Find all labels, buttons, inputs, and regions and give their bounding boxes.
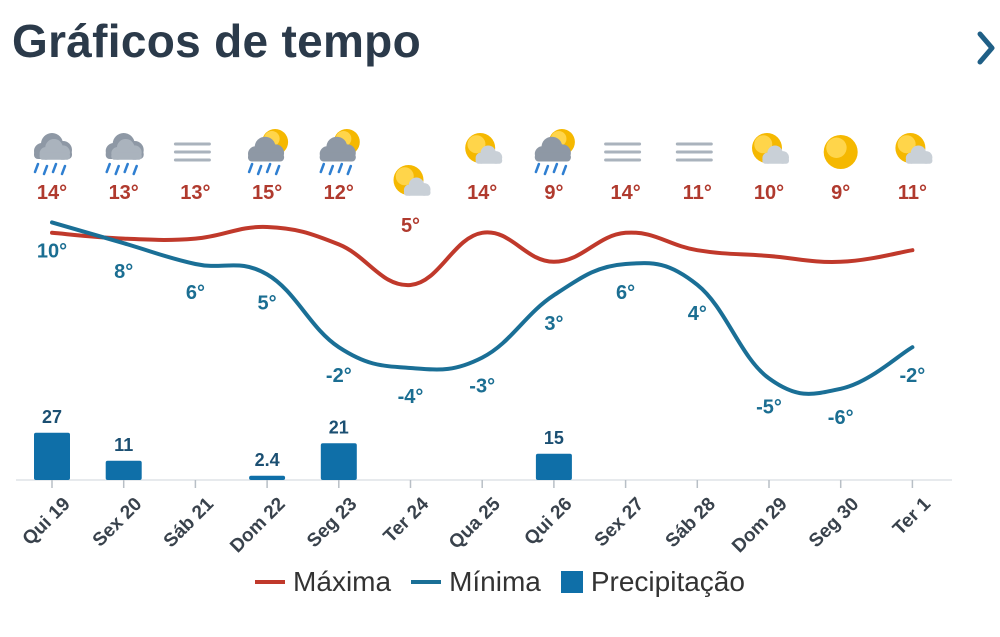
max-temp-label: 14° [37,182,67,204]
precip-label: 21 [329,417,349,437]
x-tick-label: Ter 24 [380,493,434,547]
min-temp-label: 3° [544,313,563,335]
precip-label: 15 [544,428,564,448]
precip-bar[interactable] [535,453,572,480]
x-tick-label: Seg 30 [805,494,863,552]
next-button[interactable] [972,26,1000,70]
weather-chart: 14° 13° 13° 15° 12° 5° 14° 9° 14° 11° 10° 9° 11° 10° 8… [16,129,952,557]
max-temp-label: 13° [180,182,210,204]
partly-cloudy-icon [895,133,933,164]
max-temp-label: 14° [467,182,497,204]
rain-cloud-icon [33,133,72,176]
max-temp-label: 9° [544,182,563,204]
min-temp-label: 8° [114,261,133,283]
min-temp-label: -5° [756,396,782,418]
min-temp-label: 6° [186,282,205,304]
max-temp-label: 12° [324,182,354,204]
sun-rain-cloud-icon [534,129,575,176]
max-temp-label: 11° [898,182,927,204]
x-tick-label: Dom 29 [728,494,791,557]
precip-label: 11 [114,435,133,455]
min-temp-label: 5° [258,292,277,314]
max-temp-label: 13° [109,182,139,204]
min-temp-label: 4° [688,303,707,325]
x-tick-label: Sex 27 [591,494,648,551]
min-temp-label: -2° [326,365,352,387]
legend-precip-swatch [560,571,583,593]
series-line-min [50,220,915,396]
fog-icon [173,142,211,162]
legend-precip-label: Precipitação [590,566,745,597]
precip-bar[interactable] [249,475,286,480]
min-temp-label: -4° [398,386,424,408]
legend-min-swatch [411,580,442,584]
precip-label: 27 [42,407,62,427]
series-line-max [50,224,915,288]
max-temp-label: 14° [610,182,640,204]
x-tick-label: Sáb 21 [160,493,218,551]
legend-item-max[interactable]: Máxima [255,566,391,598]
min-temp-label: 10° [37,240,67,262]
min-temp-label: -3° [469,376,495,398]
partly-cloudy-icon [752,133,789,164]
min-temp-label: -2° [900,365,926,387]
sun-rain-cloud-icon [319,129,360,176]
x-tick-label: Sex 20 [89,494,146,551]
chart-legend: Máxima Mínima Precipitação [0,566,1000,598]
chevron-right-icon [977,31,995,65]
x-tick-label: Ter 1 [889,493,935,539]
min-temp-label: 6° [616,282,635,304]
legend-item-precip[interactable]: Precipitação [560,566,745,598]
fog-icon [604,142,642,162]
legend-min-label: Mínima [449,566,541,597]
max-temp-label: 5° [401,215,420,237]
sun-icon [823,135,858,169]
x-tick-label: Sáb 28 [662,494,720,552]
legend-item-min[interactable]: Mínima [411,566,541,598]
partly-cloudy-icon [393,165,431,196]
legend-max-swatch [255,580,286,584]
max-temp-label: 9° [831,182,850,204]
precip-bar[interactable] [34,432,70,480]
page-title: Gráficos de tempo [12,15,421,67]
precip-label: 2.4 [255,450,280,470]
sun-rain-cloud-icon [247,129,289,176]
max-temp-label: 15° [252,182,282,204]
fog-icon [675,142,713,162]
x-tick-label: Qua 25 [445,493,505,553]
precip-bar[interactable] [105,460,142,480]
partly-cloudy-icon [465,133,503,164]
x-tick-label: Qui 26 [521,494,577,550]
max-temp-label: 11° [683,182,712,204]
legend-max-label: Máxima [293,566,392,597]
x-tick-label: Qui 19 [19,494,75,550]
x-tick-label: Seg 23 [303,494,361,552]
min-temp-label: -6° [828,407,854,429]
rain-cloud-icon [105,133,144,176]
max-temp-label: 10° [754,182,784,204]
precip-bar[interactable] [320,443,357,480]
x-tick-label: Dom 22 [226,494,289,557]
